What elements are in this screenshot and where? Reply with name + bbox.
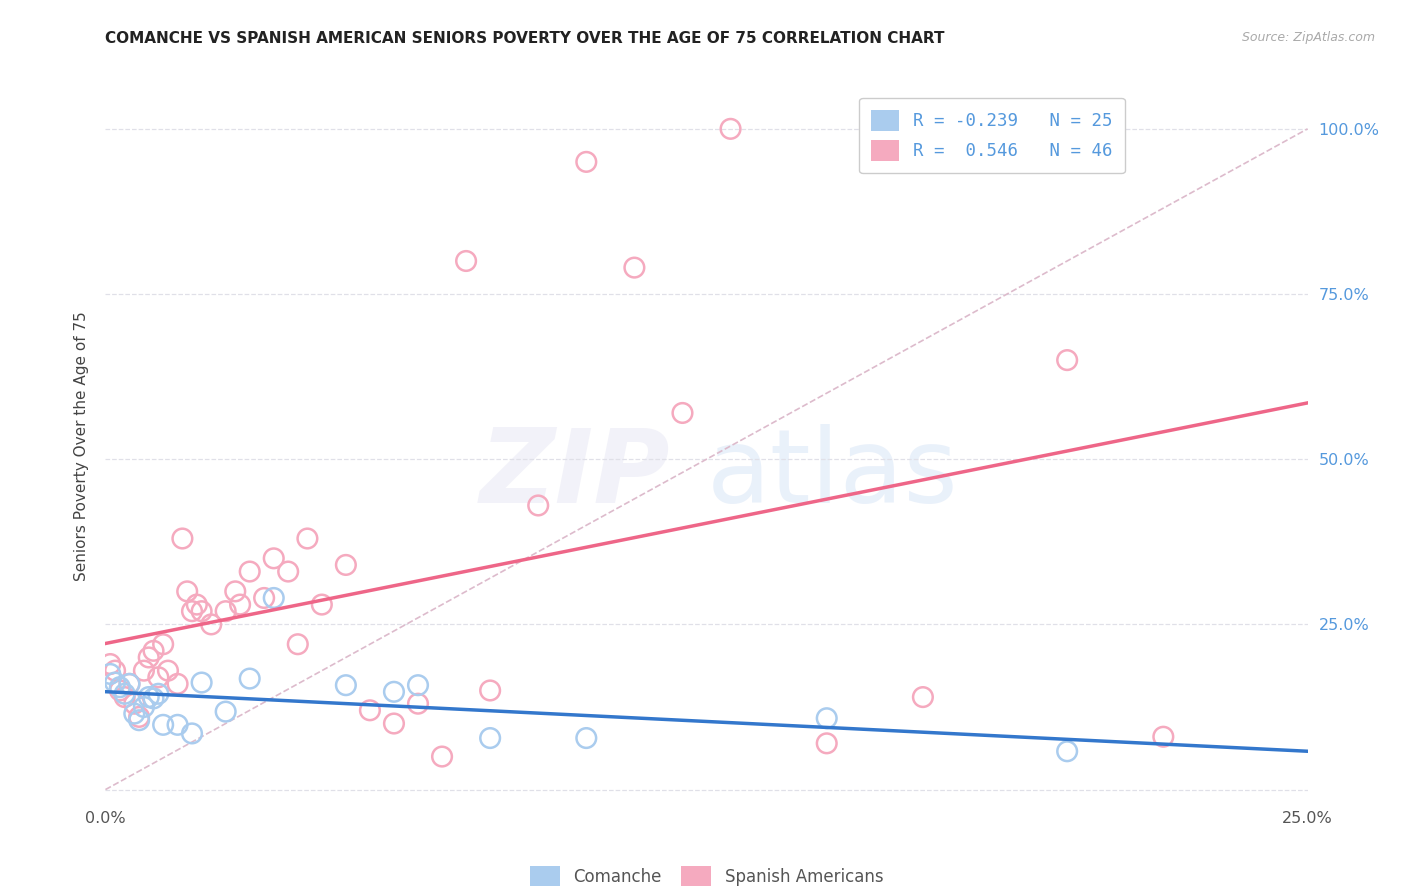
Legend: Comanche, Spanish Americans: Comanche, Spanish Americans <box>522 857 891 892</box>
Point <box>114 690 136 704</box>
Point <box>181 604 204 618</box>
Point <box>186 598 208 612</box>
Point <box>382 685 405 699</box>
Point <box>138 650 160 665</box>
Point <box>152 637 174 651</box>
Point <box>671 406 693 420</box>
Point <box>479 731 502 745</box>
Text: Source: ZipAtlas.com: Source: ZipAtlas.com <box>1241 31 1375 45</box>
Point <box>1056 744 1078 758</box>
Point <box>108 680 131 694</box>
Point <box>239 672 262 686</box>
Point <box>229 598 252 612</box>
Point <box>815 736 838 750</box>
Point <box>479 683 502 698</box>
Point <box>132 700 155 714</box>
Point <box>214 705 236 719</box>
Point <box>263 551 285 566</box>
Point <box>382 716 405 731</box>
Point <box>181 726 204 740</box>
Point <box>1056 353 1078 368</box>
Point <box>190 604 212 618</box>
Point <box>359 703 381 717</box>
Point <box>527 499 550 513</box>
Text: atlas: atlas <box>707 424 959 525</box>
Point <box>239 565 262 579</box>
Point <box>148 687 170 701</box>
Point <box>297 532 319 546</box>
Point <box>128 710 150 724</box>
Point <box>720 121 742 136</box>
Point <box>166 718 188 732</box>
Point <box>142 644 165 658</box>
Point <box>190 675 212 690</box>
Point <box>200 617 222 632</box>
Point <box>335 558 357 572</box>
Point <box>118 677 141 691</box>
Point <box>104 664 127 678</box>
Point <box>430 749 453 764</box>
Point <box>263 591 285 605</box>
Point <box>124 697 146 711</box>
Point <box>214 604 236 618</box>
Point <box>114 687 136 701</box>
Point <box>142 691 165 706</box>
Point <box>104 675 127 690</box>
Point <box>138 690 160 704</box>
Point <box>623 260 645 275</box>
Text: COMANCHE VS SPANISH AMERICAN SENIORS POVERTY OVER THE AGE OF 75 CORRELATION CHAR: COMANCHE VS SPANISH AMERICAN SENIORS POV… <box>105 31 945 46</box>
Point <box>224 584 246 599</box>
Point <box>98 667 121 681</box>
Point <box>575 154 598 169</box>
Point <box>287 637 309 651</box>
Point <box>124 706 146 721</box>
Point <box>311 598 333 612</box>
Point <box>1152 730 1174 744</box>
Point <box>253 591 276 605</box>
Point <box>176 584 198 599</box>
Y-axis label: Seniors Poverty Over the Age of 75: Seniors Poverty Over the Age of 75 <box>75 311 90 581</box>
Point <box>118 677 141 691</box>
Point <box>166 677 188 691</box>
Point <box>128 713 150 727</box>
Point <box>152 718 174 732</box>
Point <box>108 683 131 698</box>
Point <box>98 657 121 671</box>
Text: ZIP: ZIP <box>479 424 671 525</box>
Point <box>454 254 477 268</box>
Point <box>172 532 194 546</box>
Point <box>335 678 357 692</box>
Point <box>132 664 155 678</box>
Point <box>911 690 934 704</box>
Point <box>815 711 838 725</box>
Point <box>406 678 429 692</box>
Point <box>406 697 429 711</box>
Point <box>277 565 299 579</box>
Point <box>575 731 598 745</box>
Point <box>156 664 179 678</box>
Point <box>148 670 170 684</box>
